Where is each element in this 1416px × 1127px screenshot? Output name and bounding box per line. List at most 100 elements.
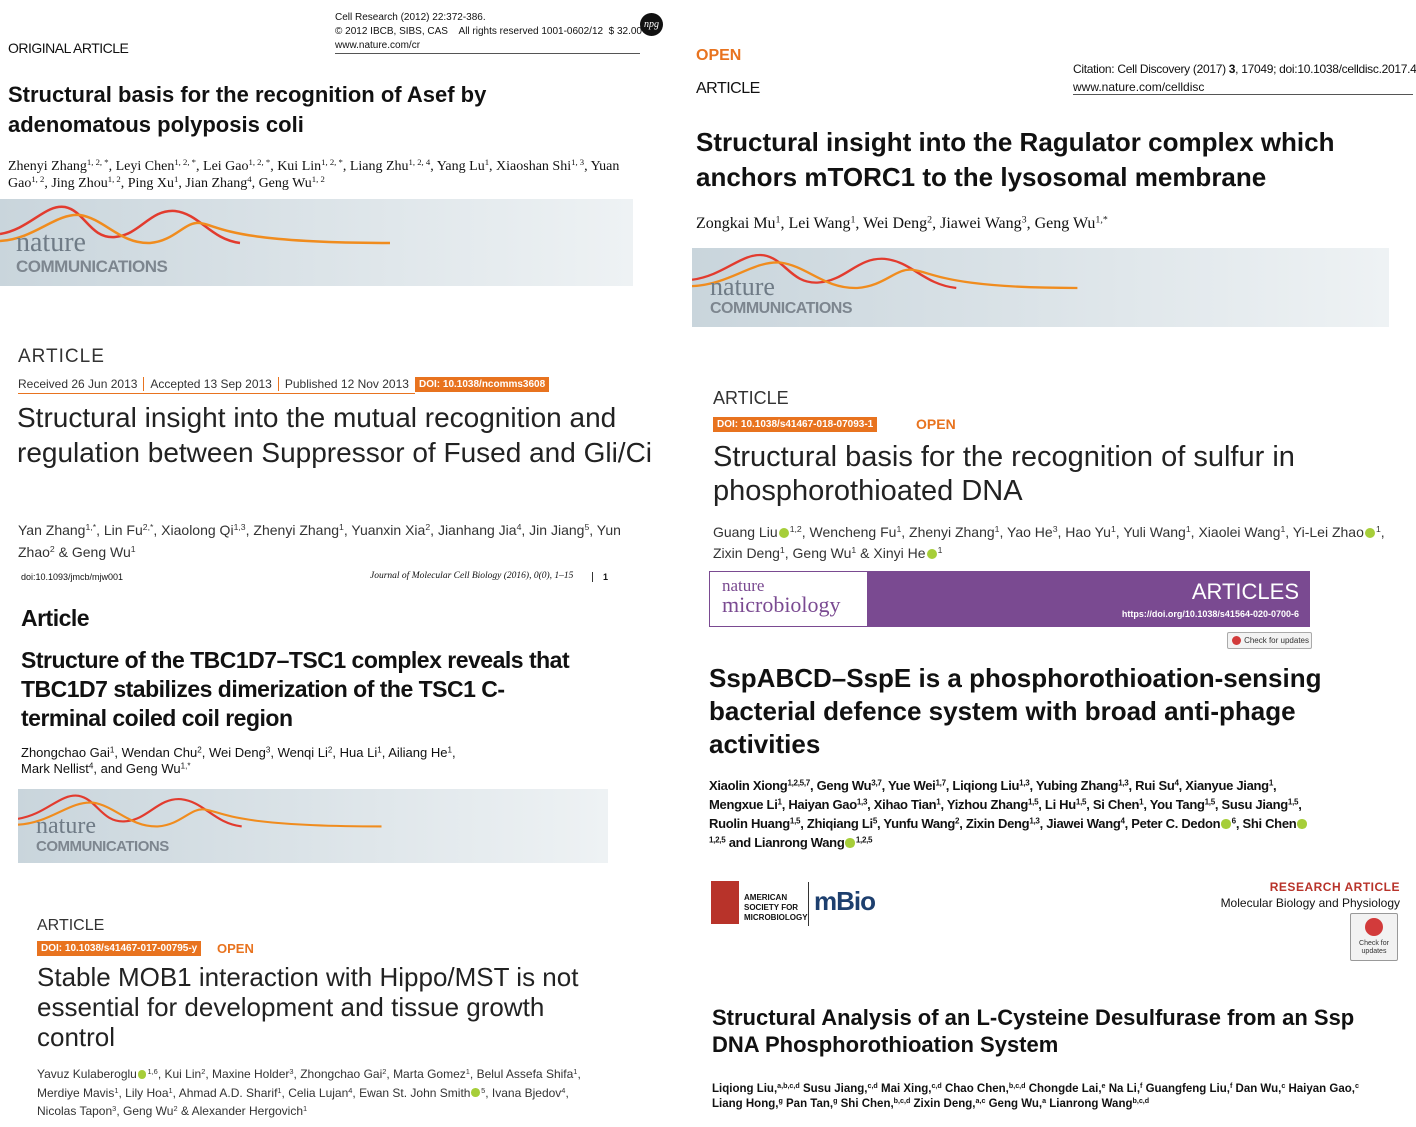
affiliation: 1,*: [85, 522, 97, 533]
orcid-icon: [1364, 527, 1375, 538]
author-separator: ,: [157, 1067, 165, 1081]
author-separator: &: [177, 1104, 192, 1118]
orcid-icon: [778, 527, 789, 538]
author-name: Chao Chen,: [944, 1083, 1009, 1095]
affiliation: 2: [955, 816, 960, 826]
journal-line: Journal of Molecular Cell Biology (2016)…: [370, 571, 574, 581]
author-separator: ,: [201, 745, 209, 760]
author-name: Lin Fu: [103, 522, 143, 538]
author-name: Geng Wu: [258, 176, 312, 191]
author-name: Shi Chen,: [840, 1098, 894, 1110]
author-name: Zixin Deng,: [913, 1098, 976, 1110]
author-name: Zixin Deng: [713, 545, 780, 561]
banner-band: [867, 572, 1309, 626]
author-name: Ewan St. John Smith: [359, 1085, 471, 1100]
affiliation: 1: [896, 524, 902, 535]
doi-badge: DOI: 10.1038/s41467-017-00795-y: [37, 941, 202, 956]
journal-banner: nature microbiology ARTICLES https://doi.…: [709, 571, 1310, 627]
author-name: Geng Wu: [1034, 215, 1096, 232]
affiliation: 1: [936, 797, 941, 807]
affiliation: 2: [927, 214, 933, 226]
author-name: Belul Assefa Shifa: [476, 1067, 574, 1081]
affiliation: 4: [247, 174, 252, 185]
author-name: Liqiong Liu: [952, 778, 1020, 793]
author-separator: ,: [881, 778, 888, 793]
author-separator: ,: [584, 159, 591, 174]
copyright: © 2012 IBCB, SIBS, CAS All rights reserv…: [335, 26, 642, 37]
author-separator: ,: [196, 159, 204, 174]
date: Published 12 Nov 2013: [284, 377, 409, 391]
orcid-icon: [1297, 819, 1307, 829]
author-name: You Tang: [1149, 797, 1205, 812]
author-separator: ,: [332, 745, 340, 760]
affiliation: 1,2,5,7: [787, 778, 810, 788]
author-separator: ,: [96, 522, 104, 538]
author-name: Yuanxin Xia: [351, 522, 426, 538]
author-name: Zhongchao Gai: [300, 1067, 383, 1081]
author-name: Leyi Chen: [115, 159, 175, 174]
article-title: Structure of the TBC1D7–TSC1 complex rev…: [21, 647, 570, 731]
author-separator: ,: [44, 176, 52, 191]
section-label: ARTICLES: [1191, 579, 1299, 604]
affiliation: 1: [114, 1085, 119, 1095]
author-name: Na Li,: [1108, 1083, 1141, 1095]
affiliation: 1: [779, 545, 785, 556]
article-title: Structural insight into the Ragulator co…: [696, 127, 1335, 192]
affiliation: 1: [1110, 524, 1116, 535]
author-name: Yizhou Zhang: [946, 797, 1028, 812]
author-separator: ,: [1380, 524, 1385, 540]
author-name: Mai Xing,: [880, 1083, 932, 1095]
author-separator: ,: [589, 522, 597, 538]
author-name: Yi-Lei Zhao: [1292, 524, 1364, 540]
author-separator: ,: [430, 159, 437, 174]
author-separator: ,: [781, 797, 789, 812]
affiliation: 1: [777, 797, 783, 807]
check-updates-button[interactable]: Check for updates: [1350, 913, 1398, 961]
journal-name-top: nature: [722, 576, 765, 595]
banner-title: nature: [36, 813, 96, 839]
author-name: Jin Jiang: [529, 522, 585, 538]
author-separator: ,: [251, 176, 259, 191]
affiliation: 1,3: [233, 522, 246, 533]
citation: Citation: Cell Discovery (2017) 3, 17049…: [1073, 62, 1416, 76]
author-name: Li Hu: [1044, 797, 1076, 812]
author-name: Hua Li: [339, 745, 378, 760]
affiliation: 1,5: [1075, 797, 1087, 807]
affiliation: 4: [561, 1085, 566, 1095]
affiliation: 1, 2, 4: [408, 157, 431, 168]
article-title: Stable MOB1 interaction with Hippo/MST i…: [37, 962, 579, 1052]
author-name: Susu Jiang: [1221, 797, 1289, 812]
author-name: Yue Wei: [887, 778, 936, 793]
affiliation: 3: [1021, 214, 1027, 226]
affiliation: 1,3: [1029, 816, 1040, 826]
author-separator: ,: [270, 159, 278, 174]
author-separator: ,: [801, 524, 810, 540]
author-name: Xihao Tian: [873, 797, 937, 812]
affiliation: f: [1229, 1082, 1233, 1091]
affiliation: 1,6: [147, 1066, 158, 1076]
author-name: Zhenyi Zhang: [253, 522, 340, 538]
affiliation: 5: [481, 1085, 486, 1095]
author-separator: ,: [1235, 816, 1243, 831]
affiliation: 1: [1268, 778, 1274, 788]
author-name: Mark Nellist: [21, 761, 89, 776]
author-name: Marta Gomez: [393, 1067, 466, 1081]
doi-url: https://doi.org/10.1038/s41564-020-0700-…: [1121, 609, 1299, 619]
author-separator: ,: [1029, 778, 1036, 793]
affiliation: 1: [851, 545, 857, 556]
author-separator: ,: [430, 522, 438, 538]
author-name: Ping Xu: [127, 176, 175, 191]
society-logo: [711, 881, 739, 924]
affiliation: 1, 2, *: [321, 157, 343, 168]
doi-badge: DOI: 10.1038/ncomms3608: [415, 377, 550, 392]
affiliation: a,b,c,d: [777, 1082, 800, 1091]
author-separator: and: [725, 835, 755, 850]
affiliation: b,c,d: [1008, 1082, 1026, 1091]
author-separator: ,: [1086, 797, 1093, 812]
affiliation: 2,*: [142, 522, 154, 533]
check-updates-button[interactable]: Check for updates: [1227, 632, 1312, 649]
affiliation: f: [1140, 1082, 1143, 1091]
author-name: Yao He: [1007, 524, 1053, 540]
author-separator: ,: [114, 745, 122, 760]
